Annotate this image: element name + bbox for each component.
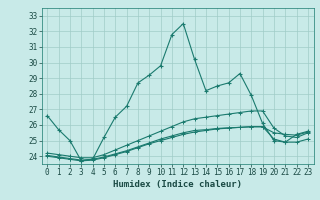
- X-axis label: Humidex (Indice chaleur): Humidex (Indice chaleur): [113, 180, 242, 189]
